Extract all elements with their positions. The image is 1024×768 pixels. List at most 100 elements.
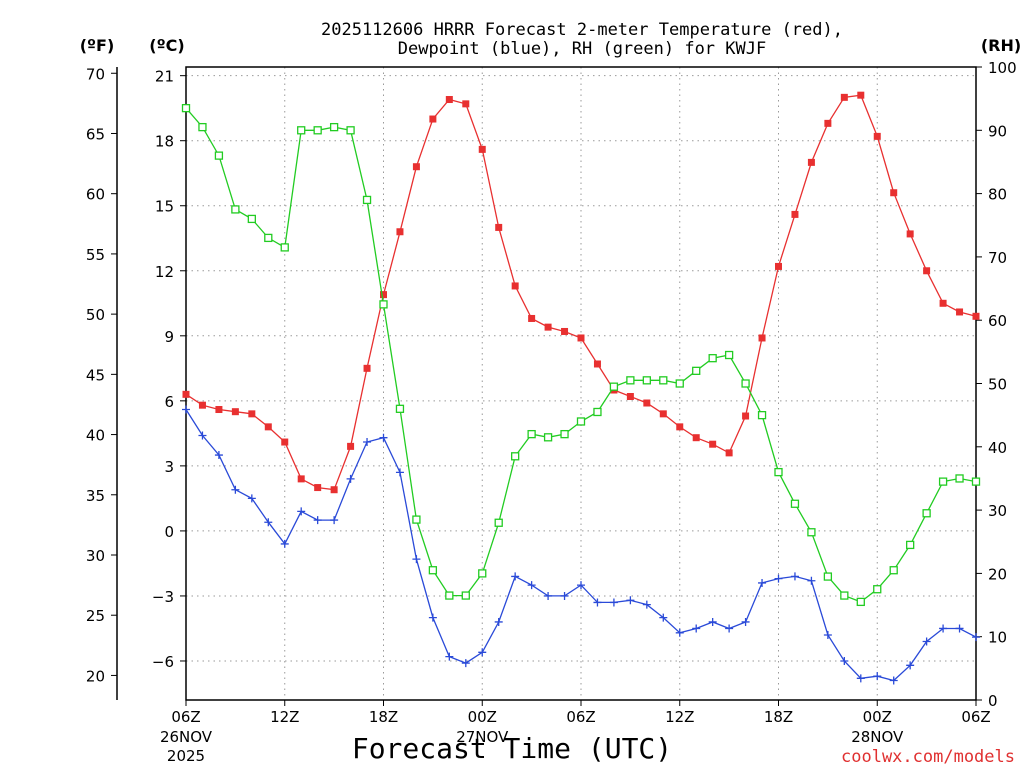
rh-tick-label: 90 — [988, 122, 1007, 140]
rh-point — [922, 509, 931, 518]
dewpoint-point — [840, 656, 849, 665]
axes: 7065605550454035302520211815129630−3−610… — [86, 59, 1017, 765]
rh-point — [724, 350, 734, 360]
rh-point — [741, 379, 750, 388]
dewpoint-point — [346, 474, 355, 483]
rh-point — [642, 376, 651, 385]
temperature-point — [264, 423, 272, 431]
rh-point — [823, 572, 833, 581]
dewpoint-point — [478, 648, 487, 657]
temperature-point — [972, 312, 980, 320]
rh-point — [461, 591, 470, 600]
x-tick-label: 06Z — [566, 708, 595, 726]
x-tick-label: 18Z — [764, 708, 793, 726]
temperature-point — [380, 291, 387, 299]
fahrenheit-tick-label: 45 — [86, 366, 105, 384]
temperature-point — [363, 364, 371, 372]
rh-line — [185, 107, 977, 603]
rh-point — [708, 354, 717, 363]
series-rh — [181, 103, 981, 607]
dewpoint-point — [675, 628, 684, 637]
fahrenheit-tick-label: 40 — [86, 427, 105, 445]
grid-lines — [186, 67, 976, 700]
temperature-point — [709, 440, 717, 448]
temperature-point — [956, 308, 964, 316]
temperature-point — [528, 314, 536, 322]
temperature-point — [824, 119, 832, 127]
temperature-point — [791, 210, 799, 218]
temperature-point — [807, 158, 815, 166]
rh-point — [774, 467, 783, 477]
dewpoint-point — [297, 507, 306, 516]
rh-point — [906, 540, 915, 550]
temperature-point — [923, 267, 931, 275]
temperature-point — [593, 360, 601, 368]
rh-tick-label: 0 — [988, 692, 998, 710]
temperature-point — [725, 449, 733, 457]
temperature-point — [281, 438, 289, 446]
celsius-tick-label: 9 — [164, 328, 174, 346]
rh-point — [428, 566, 438, 575]
rh-point — [297, 126, 306, 135]
fahrenheit-tick-label: 50 — [86, 306, 105, 324]
rh-point — [214, 151, 224, 160]
dewpoint-point — [182, 405, 190, 414]
dewpoint-point — [708, 617, 717, 626]
x-tick-label: 06Z — [961, 708, 990, 726]
temperature-point — [775, 262, 782, 270]
dewpoint-point — [692, 624, 701, 633]
rh-point — [790, 499, 800, 508]
series-dewpoint — [182, 405, 980, 685]
dewpoint-point — [264, 518, 273, 527]
dewpoint-point — [527, 581, 536, 590]
temperature-point — [215, 406, 223, 414]
fahrenheit-tick-label: 25 — [86, 607, 105, 625]
rh-tick-label: 80 — [988, 186, 1007, 204]
dewpoint-point — [922, 637, 931, 646]
dewpoint-point — [758, 578, 767, 587]
dewpoint-point — [741, 617, 750, 626]
rh-point — [181, 103, 191, 113]
celsius-tick-label: 0 — [164, 523, 174, 541]
data-series — [181, 91, 981, 685]
celsius-tick-label: 15 — [155, 198, 174, 216]
dewpoint-point — [330, 516, 339, 525]
rh-point — [560, 429, 569, 439]
x-tick-label: 00Z — [863, 708, 892, 726]
celsius-tick-label: 3 — [164, 458, 174, 476]
rh-point — [675, 379, 684, 388]
rh-point — [873, 585, 882, 594]
dewpoint-point — [395, 468, 404, 477]
temperature-point — [626, 393, 634, 401]
x-tick-label: 12Z — [665, 708, 694, 726]
fahrenheit-unit-label: (ºF) — [80, 36, 115, 55]
dewpoint-point — [856, 674, 865, 683]
temperature-point — [412, 163, 420, 171]
dewpoint-point — [972, 633, 980, 642]
rh-tick-label: 30 — [988, 502, 1007, 520]
fahrenheit-tick-label: 65 — [86, 125, 105, 143]
dewpoint-point — [807, 576, 816, 585]
rh-point — [856, 597, 865, 607]
dewpoint-point — [955, 624, 964, 633]
dewpoint-point — [642, 600, 651, 609]
dewpoint-point — [445, 652, 454, 661]
rh-point — [264, 233, 273, 243]
celsius-tick-label: 12 — [155, 263, 174, 281]
temperature-point — [890, 189, 898, 197]
temperature-point — [692, 434, 700, 442]
dewpoint-point — [544, 591, 553, 600]
rh-point — [362, 195, 372, 205]
dewpoint-point — [593, 598, 602, 607]
temperature-point — [182, 390, 190, 398]
temperature-point — [544, 323, 552, 331]
dewpoint-point — [511, 572, 520, 581]
temperature-point — [396, 228, 404, 236]
temperature-point — [429, 115, 437, 123]
rh-point — [198, 122, 207, 132]
rh-point — [659, 376, 668, 385]
chart-title-line-2: Dewpoint (blue), RH (green) for KWJF — [398, 39, 766, 59]
dewpoint-point — [247, 494, 256, 503]
celsius-tick-label: 6 — [164, 393, 174, 411]
x-tick-label: 18Z — [369, 708, 398, 726]
